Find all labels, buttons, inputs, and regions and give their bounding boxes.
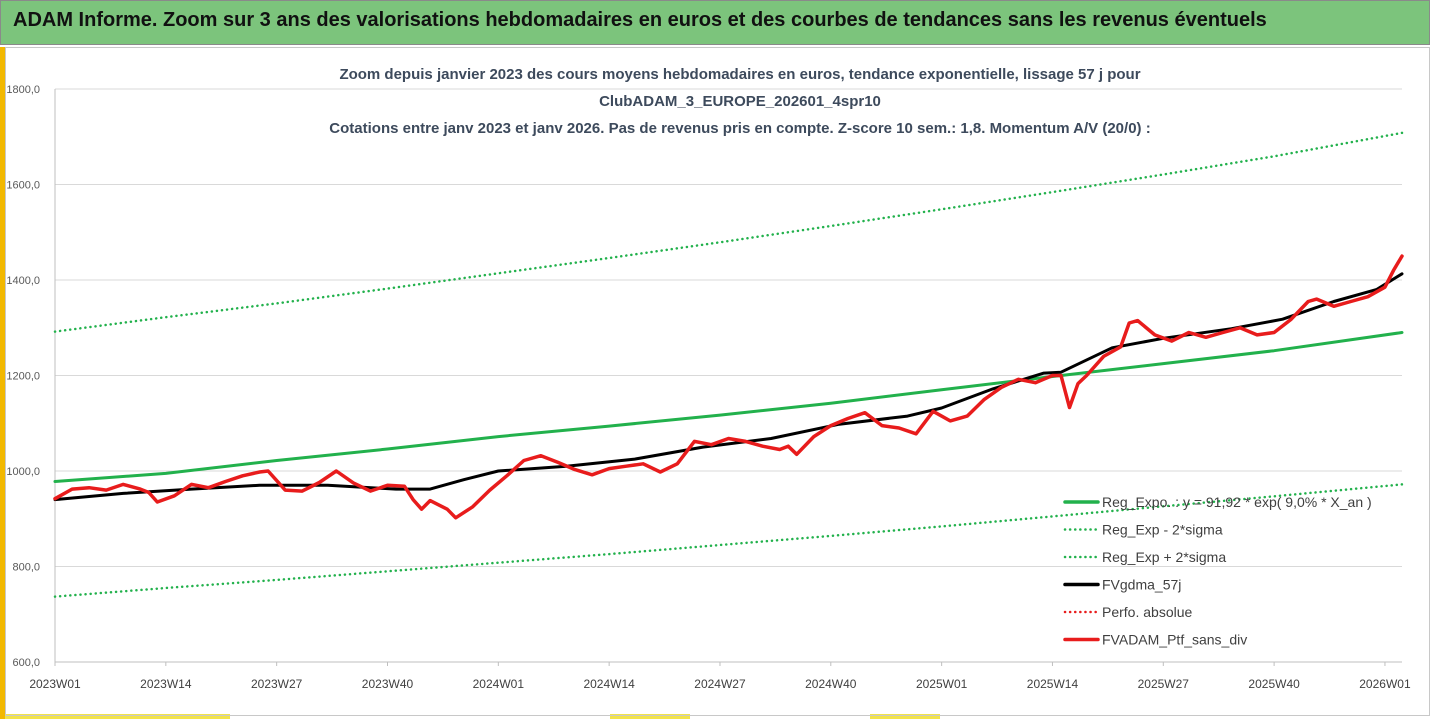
x-tick-label: 2024W01 (473, 677, 525, 691)
x-tick-label: 2023W40 (362, 677, 414, 691)
x-tick-label: 2023W27 (251, 677, 303, 691)
x-tick-label: 2024W40 (805, 677, 857, 691)
y-tick-label: 1600,0 (6, 180, 40, 192)
bottom-accent-strip (610, 714, 690, 719)
y-tick-label: 800,0 (12, 562, 40, 574)
x-tick-label: 2026W01 (1359, 677, 1411, 691)
bottom-accent-strip (870, 714, 940, 719)
legend-label: Reg_Exp - 2*sigma (1102, 522, 1223, 538)
legend-label: FVgdma_57j (1102, 577, 1181, 593)
series-line-0 (53, 331, 1404, 483)
chart-title-line-2: ClubADAM_3_EUROPE_202601_4spr10 (599, 93, 881, 110)
series-line-2 (53, 131, 1404, 333)
legend-label: Reg_Expo. : y = 91,92 * exp( 9,0% * X_an… (1102, 494, 1372, 510)
legend-label: Perfo. absolue (1102, 604, 1192, 620)
y-tick-label: 1200,0 (6, 371, 40, 383)
left-accent-bar (0, 47, 5, 719)
header-banner: ADAM Informe. Zoom sur 3 ans des valoris… (0, 0, 1430, 45)
legend-label: FVADAM_Ptf_sans_div (1102, 632, 1247, 648)
y-tick-label: 1000,0 (6, 466, 40, 478)
chart-frame (5, 47, 1430, 716)
y-tick-label: 1800,0 (6, 84, 40, 96)
x-tick-label: 2023W14 (140, 677, 192, 691)
x-tick-label: 2024W27 (694, 677, 746, 691)
series-line-5 (53, 254, 1404, 520)
x-tick-label: 2025W40 (1248, 677, 1300, 691)
x-tick-label: 2025W14 (1027, 677, 1079, 691)
y-tick-label: 1400,0 (6, 275, 40, 287)
x-tick-label: 2023W01 (29, 677, 81, 691)
chart-title-line-3: Cotations entre janv 2023 et janv 2026. … (329, 120, 1151, 137)
banner-title: ADAM Informe. Zoom sur 3 ans des valoris… (13, 9, 1267, 31)
x-tick-label: 2024W14 (583, 677, 635, 691)
x-tick-label: 2025W27 (1138, 677, 1190, 691)
chart-title-line-1: Zoom depuis janvier 2023 des cours moyen… (339, 66, 1141, 83)
bottom-accent-strip (5, 714, 230, 719)
x-tick-label: 2025W01 (916, 677, 968, 691)
series-line-3 (53, 272, 1404, 502)
legend-label: Reg_Exp + 2*sigma (1102, 549, 1226, 565)
y-tick-label: 600,0 (12, 657, 40, 669)
series-line-1 (53, 483, 1404, 598)
